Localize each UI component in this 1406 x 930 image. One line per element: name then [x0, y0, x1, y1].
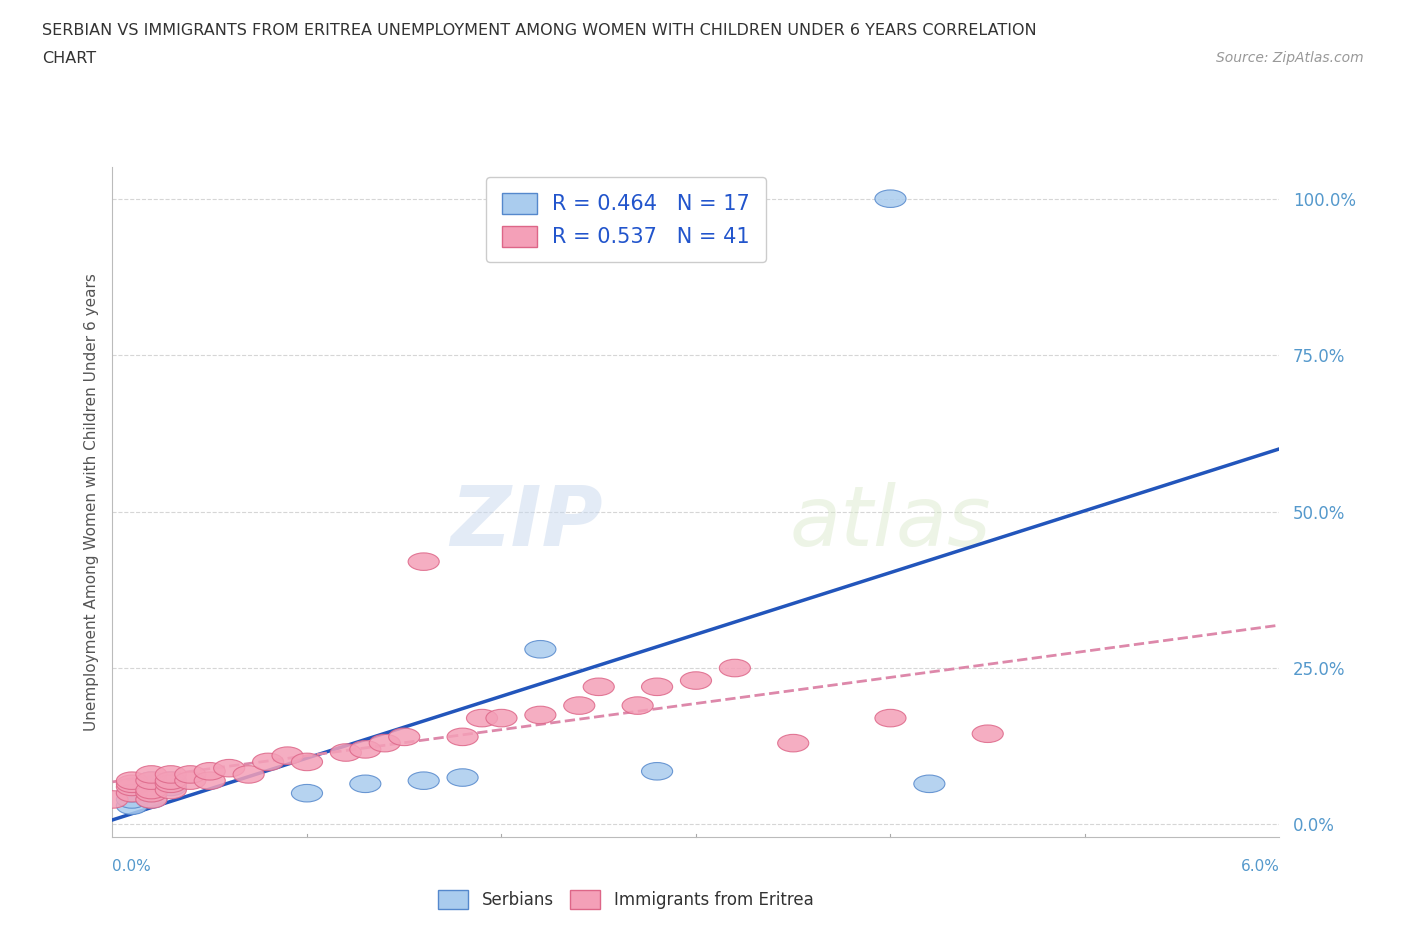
Ellipse shape — [117, 775, 148, 792]
Ellipse shape — [136, 790, 167, 808]
Ellipse shape — [447, 728, 478, 746]
Legend: Serbians, Immigrants from Eritrea: Serbians, Immigrants from Eritrea — [432, 884, 820, 916]
Ellipse shape — [291, 753, 322, 771]
Ellipse shape — [681, 671, 711, 689]
Ellipse shape — [155, 772, 187, 790]
Ellipse shape — [136, 784, 167, 802]
Ellipse shape — [117, 790, 148, 808]
Ellipse shape — [524, 706, 555, 724]
Ellipse shape — [136, 765, 167, 783]
Y-axis label: Unemployment Among Women with Children Under 6 years: Unemployment Among Women with Children U… — [83, 273, 98, 731]
Ellipse shape — [486, 710, 517, 727]
Ellipse shape — [875, 190, 905, 207]
Ellipse shape — [117, 797, 148, 815]
Ellipse shape — [214, 760, 245, 777]
Ellipse shape — [97, 790, 128, 808]
Ellipse shape — [778, 735, 808, 751]
Ellipse shape — [117, 772, 148, 790]
Ellipse shape — [583, 678, 614, 696]
Ellipse shape — [136, 772, 167, 790]
Text: ZIP: ZIP — [450, 482, 603, 563]
Ellipse shape — [388, 728, 420, 746]
Ellipse shape — [117, 784, 148, 802]
Ellipse shape — [194, 772, 225, 790]
Ellipse shape — [641, 678, 672, 696]
Ellipse shape — [194, 763, 225, 780]
Ellipse shape — [408, 772, 439, 790]
Ellipse shape — [136, 784, 167, 802]
Ellipse shape — [720, 659, 751, 677]
Ellipse shape — [117, 784, 148, 802]
Ellipse shape — [136, 790, 167, 808]
Ellipse shape — [271, 747, 304, 764]
Text: SERBIAN VS IMMIGRANTS FROM ERITREA UNEMPLOYMENT AMONG WOMEN WITH CHILDREN UNDER : SERBIAN VS IMMIGRANTS FROM ERITREA UNEMP… — [42, 23, 1036, 38]
Ellipse shape — [350, 740, 381, 758]
Ellipse shape — [875, 710, 905, 727]
Text: CHART: CHART — [42, 51, 96, 66]
Ellipse shape — [330, 744, 361, 762]
Ellipse shape — [155, 765, 187, 783]
Text: 6.0%: 6.0% — [1240, 859, 1279, 874]
Ellipse shape — [641, 763, 672, 780]
Text: 0.0%: 0.0% — [112, 859, 152, 874]
Ellipse shape — [408, 553, 439, 570]
Ellipse shape — [155, 772, 187, 790]
Ellipse shape — [370, 735, 401, 751]
Ellipse shape — [291, 784, 322, 802]
Ellipse shape — [174, 772, 205, 790]
Ellipse shape — [136, 772, 167, 790]
Text: Source: ZipAtlas.com: Source: ZipAtlas.com — [1216, 51, 1364, 65]
Text: atlas: atlas — [789, 482, 991, 563]
Ellipse shape — [155, 781, 187, 799]
Ellipse shape — [914, 775, 945, 792]
Ellipse shape — [174, 765, 205, 783]
Ellipse shape — [447, 769, 478, 786]
Ellipse shape — [136, 778, 167, 796]
Ellipse shape — [621, 697, 654, 714]
Ellipse shape — [155, 778, 187, 796]
Ellipse shape — [972, 725, 1004, 742]
Ellipse shape — [136, 781, 167, 799]
Ellipse shape — [253, 753, 284, 771]
Ellipse shape — [564, 697, 595, 714]
Ellipse shape — [233, 765, 264, 783]
Ellipse shape — [117, 778, 148, 796]
Ellipse shape — [467, 710, 498, 727]
Ellipse shape — [155, 775, 187, 792]
Ellipse shape — [524, 641, 555, 658]
Ellipse shape — [350, 775, 381, 792]
